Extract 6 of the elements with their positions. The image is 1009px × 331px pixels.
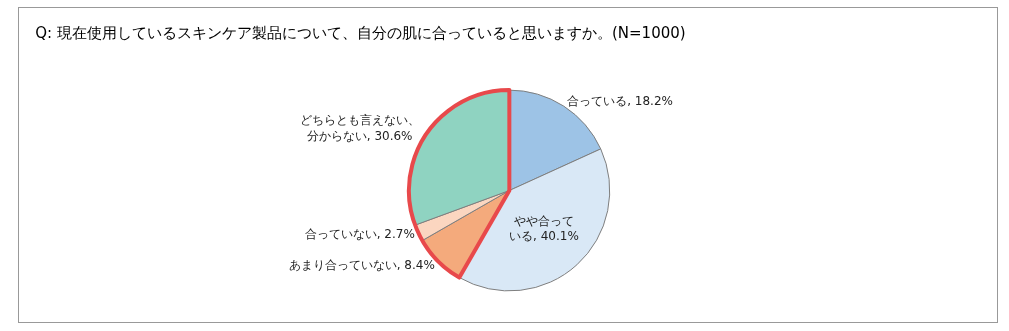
slice-label: やや合っている, 40.1% xyxy=(509,213,579,244)
slice-label: どちらとも言えない、分からない, 30.6% xyxy=(299,113,420,143)
slice-label: 合っている, 18.2% xyxy=(567,94,673,109)
slice-label: あまり合っていない, 8.4% xyxy=(288,258,435,273)
chart-title: Q: 現在使用しているスキンケア製品について、自分の肌に合っていると思いますか。(N=1000) xyxy=(35,24,686,43)
slice-label: 合っていない, 2.7% xyxy=(304,227,415,242)
